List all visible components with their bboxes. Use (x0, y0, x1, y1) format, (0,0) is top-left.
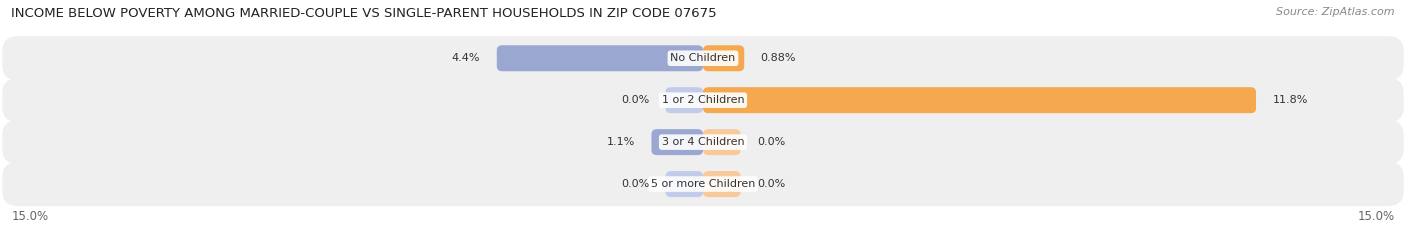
FancyBboxPatch shape (703, 87, 1256, 113)
Text: 15.0%: 15.0% (1358, 210, 1395, 223)
FancyBboxPatch shape (665, 87, 703, 113)
FancyBboxPatch shape (703, 129, 741, 155)
FancyBboxPatch shape (3, 162, 1403, 206)
FancyBboxPatch shape (3, 120, 1403, 164)
Text: No Children: No Children (671, 53, 735, 63)
FancyBboxPatch shape (703, 45, 744, 71)
Text: 1 or 2 Children: 1 or 2 Children (662, 95, 744, 105)
Text: 0.0%: 0.0% (621, 179, 650, 189)
Text: 15.0%: 15.0% (11, 210, 48, 223)
FancyBboxPatch shape (665, 171, 703, 197)
Text: 11.8%: 11.8% (1272, 95, 1308, 105)
FancyBboxPatch shape (3, 36, 1403, 80)
Text: 0.0%: 0.0% (756, 179, 785, 189)
Text: 3 or 4 Children: 3 or 4 Children (662, 137, 744, 147)
FancyBboxPatch shape (651, 129, 703, 155)
Text: 0.0%: 0.0% (756, 137, 785, 147)
Text: 0.88%: 0.88% (761, 53, 796, 63)
FancyBboxPatch shape (3, 78, 1403, 122)
Text: 5 or more Children: 5 or more Children (651, 179, 755, 189)
Text: Source: ZipAtlas.com: Source: ZipAtlas.com (1277, 7, 1395, 17)
FancyBboxPatch shape (703, 171, 741, 197)
FancyBboxPatch shape (496, 45, 703, 71)
Text: INCOME BELOW POVERTY AMONG MARRIED-COUPLE VS SINGLE-PARENT HOUSEHOLDS IN ZIP COD: INCOME BELOW POVERTY AMONG MARRIED-COUPL… (11, 7, 717, 20)
Text: 1.1%: 1.1% (607, 137, 636, 147)
Text: 0.0%: 0.0% (621, 95, 650, 105)
Text: 4.4%: 4.4% (451, 53, 481, 63)
